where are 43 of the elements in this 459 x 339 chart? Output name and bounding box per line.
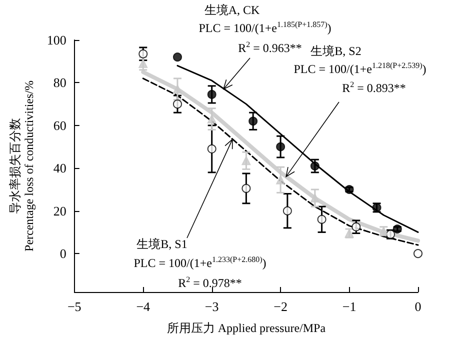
- point: [282, 206, 292, 216]
- annotation: PLC = 100/(1+e$^{1.233(P+2.680)}$): [134, 255, 266, 272]
- point: [248, 116, 258, 126]
- y-axis-title: 导水率损失百分数 Percentage loss of conductivities/%: [8, 80, 36, 252]
- x-tick-label: −4: [136, 299, 151, 314]
- point: [207, 90, 216, 99]
- x-tick-label: −5: [67, 299, 82, 314]
- point: [207, 114, 216, 124]
- point: [310, 162, 320, 170]
- annotation: R$^{2}$ = 0.963**: [238, 40, 302, 57]
- point: [207, 144, 216, 154]
- point: [276, 142, 286, 152]
- annotation: PLC = 100/(1+e$^{1.218(P+2.539)}$): [294, 61, 426, 78]
- x-tick-label: 0: [414, 299, 422, 314]
- point: [138, 49, 148, 58]
- x-tick-label: −1: [342, 299, 356, 314]
- point: [242, 156, 251, 166]
- point: [414, 249, 422, 258]
- point: [317, 214, 326, 224]
- point: [172, 52, 182, 62]
- x-axis-title: 所用压力 Applied pressure/MPa: [166, 321, 326, 335]
- annotation: R$^{2}$ = 0.978**: [178, 275, 242, 292]
- point: [172, 84, 182, 94]
- point: [352, 222, 361, 232]
- point: [344, 184, 354, 194]
- y-tick-label: 40: [53, 160, 66, 176]
- y-tick-label: 20: [53, 203, 66, 218]
- y-tick-label: 100: [46, 32, 66, 48]
- annotation: 生境B, S1: [136, 236, 188, 253]
- annotation: R$^{2}$ = 0.893**: [342, 80, 406, 97]
- x-tick-label: −2: [274, 299, 288, 314]
- text: PLC = 100/(1+e$^{1.185(P+1.857)}$): [198, 20, 332, 37]
- text: 生境A, CK: [204, 2, 260, 19]
- y-tick-label: 0: [60, 246, 66, 262]
- point: [310, 194, 320, 203]
- y-tick-label: 80: [53, 75, 66, 90]
- point: [172, 100, 182, 109]
- point: [242, 184, 251, 193]
- annotation: 生境B, S2: [310, 43, 362, 60]
- point: [276, 175, 286, 184]
- point: [138, 58, 148, 68]
- x-tick-label: −3: [204, 299, 219, 314]
- y-tick-label: 60: [53, 118, 66, 133]
